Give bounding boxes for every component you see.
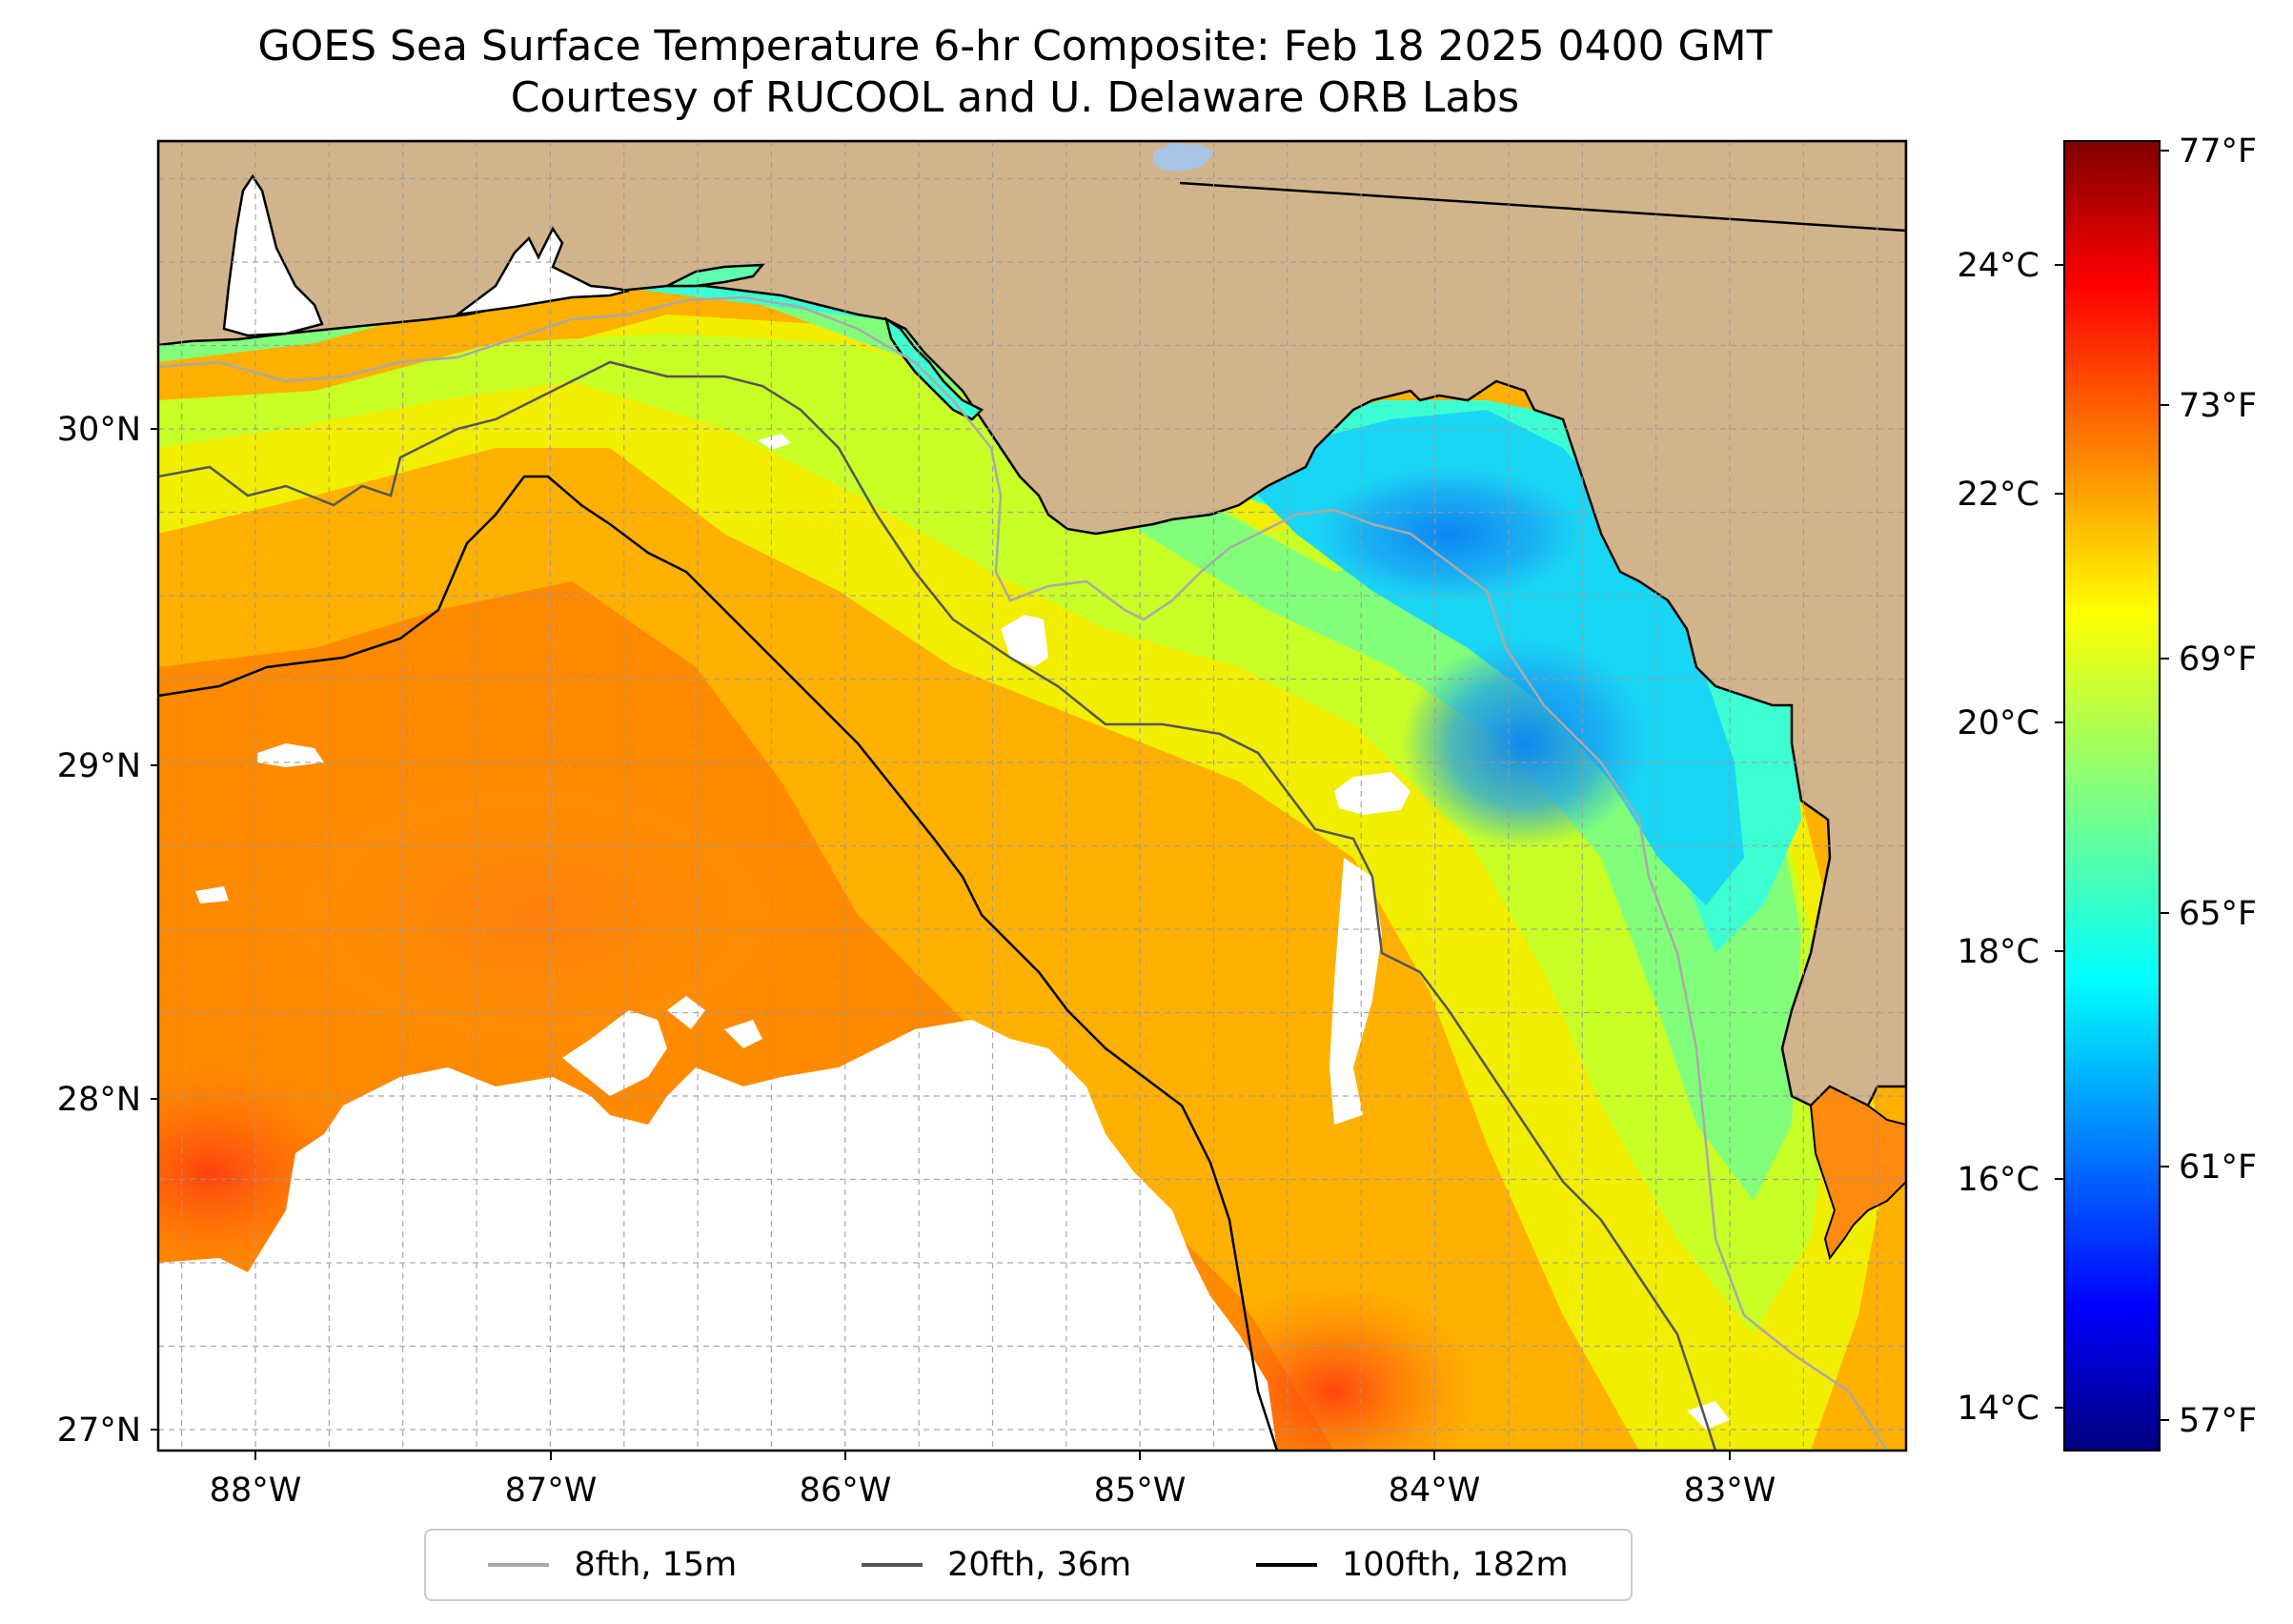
missing-data-region xyxy=(158,1020,1277,1451)
lat-tick-label: 27°N xyxy=(57,1411,141,1450)
legend-item-20fth: 20fth, 36m xyxy=(862,1546,1131,1584)
isobath-20fth xyxy=(158,360,1717,1451)
legend-label: 100fth, 182m xyxy=(1341,1546,1569,1584)
land-mass xyxy=(158,141,1906,1107)
legend-item-8fth: 8fth, 15m xyxy=(488,1546,737,1584)
lon-tick-label: 88°W xyxy=(210,1472,302,1510)
lat-tick-label: 29°N xyxy=(57,747,141,785)
celsius-tick-label: 24°C xyxy=(1958,247,2039,285)
legend-swatch-100fth xyxy=(1255,1563,1317,1567)
isobath-100fth xyxy=(158,475,1279,1451)
sst-cold-pool-south xyxy=(1401,639,1649,848)
lon-tick-label: 83°W xyxy=(1684,1472,1776,1510)
lon-tick-label: 84°W xyxy=(1389,1472,1481,1510)
legend-item-100fth: 100fth, 182m xyxy=(1255,1546,1569,1584)
lon-tick-label: 86°W xyxy=(800,1472,892,1510)
colorbar-gradient xyxy=(2063,140,2161,1451)
lat-tick-label: 28°N xyxy=(57,1081,141,1119)
gridlines xyxy=(158,141,1906,1451)
celsius-tick-label: 14°C xyxy=(1958,1390,2039,1428)
sst-warm-pool-central xyxy=(248,762,820,1067)
fahrenheit-ticks: 77°F 73°F 69°F 65°F 61°F 57°F xyxy=(2160,132,2257,1440)
celsius-tick-label: 22°C xyxy=(1958,476,2039,514)
legend-label: 8fth, 15m xyxy=(574,1546,738,1584)
celsius-tick-label: 16°C xyxy=(1958,1161,2039,1199)
map-title: GOES Sea Surface Temperature 6-hr Compos… xyxy=(0,21,2030,124)
fahrenheit-tick-label: 57°F xyxy=(2179,1402,2257,1440)
isobath-8fth xyxy=(158,295,1889,1451)
state-border-line xyxy=(1179,181,1906,233)
tampa-bay-water xyxy=(1809,1085,1906,1261)
title-line-1: GOES Sea Surface Temperature 6-hr Compos… xyxy=(257,22,1773,71)
pensacola-bay xyxy=(453,226,630,316)
map-frame xyxy=(156,139,1908,1452)
lake-seminole xyxy=(1153,143,1215,172)
legend-swatch-8fth xyxy=(488,1563,550,1567)
fahrenheit-tick-label: 69°F xyxy=(2179,640,2257,679)
celsius-tick-label: 20°C xyxy=(1958,704,2039,742)
isobath-legend: 8fth, 15m 20fth, 36m 100fth, 182m xyxy=(424,1529,1633,1601)
legend-label: 20fth, 36m xyxy=(947,1546,1132,1584)
fahrenheit-tick-label: 65°F xyxy=(2179,895,2257,933)
lon-tick-label: 85°W xyxy=(1094,1472,1187,1510)
lon-tick-label: 87°W xyxy=(505,1472,598,1510)
colorbar: 24°C 22°C 20°C 18°C 16°C 14°C 77°F 73°F … xyxy=(1958,132,2257,1451)
fahrenheit-tick-label: 73°F xyxy=(2179,387,2257,425)
choctawhatchee-bay xyxy=(666,263,765,288)
fahrenheit-tick-label: 61°F xyxy=(2179,1148,2257,1187)
latitude-axis: 30°N 29°N 28°N 27°N xyxy=(57,411,158,1450)
lat-tick-label: 30°N xyxy=(57,411,141,449)
fahrenheit-tick-label: 77°F xyxy=(2179,132,2257,171)
mobile-bay xyxy=(222,173,324,337)
celsius-tick-label: 18°C xyxy=(1958,933,2039,971)
sst-cold-pool-north xyxy=(1315,467,1582,600)
celsius-ticks: 24°C 22°C 20°C 18°C 16°C 14°C xyxy=(1958,247,2064,1428)
title-line-2: Courtesy of RUCOOL and U. Delaware ORB L… xyxy=(510,73,1520,122)
longitude-axis: 88°W 87°W 86°W 85°W 84°W 83°W xyxy=(210,1451,1776,1510)
legend-swatch-20fth xyxy=(862,1563,923,1567)
